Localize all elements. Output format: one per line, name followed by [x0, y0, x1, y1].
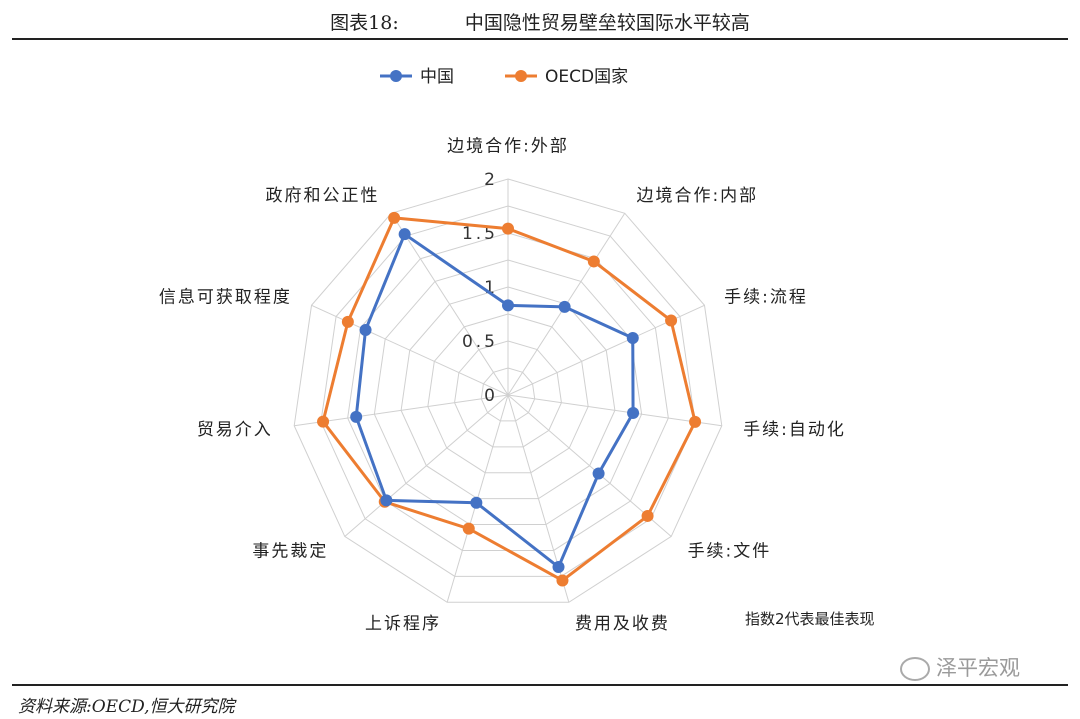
data-point [689, 415, 702, 428]
series-china [350, 228, 640, 574]
data-point [380, 494, 393, 507]
category-label: 政府和公正性 [266, 186, 380, 206]
grid-ring [454, 340, 562, 448]
data-point [462, 522, 475, 535]
grid-spoke [390, 213, 509, 396]
watermark-text: 泽平宏观 [936, 656, 1020, 680]
category-label: 边境合作:内部 [636, 186, 758, 206]
legend-label: 中国 [420, 67, 454, 87]
category-label: 信息可获取程度 [159, 287, 292, 307]
category-label: 手续:流程 [724, 287, 808, 307]
legend-label: OECD国家 [545, 67, 628, 87]
legend-swatch-marker [515, 70, 527, 82]
data-point [398, 228, 411, 241]
data-point [587, 255, 600, 268]
category-label: 费用及收费 [575, 614, 670, 634]
data-point [350, 410, 363, 423]
category-label: 边境合作:外部 [447, 136, 569, 156]
figure-title: 中国隐性贸易壁垒较国际水平较高 [464, 12, 750, 34]
grid-ring [373, 259, 643, 526]
data-point [388, 211, 401, 224]
watermark: 泽平宏观 [900, 652, 1020, 682]
grid-spoke [507, 394, 722, 427]
grid-ring [320, 205, 696, 577]
data-point [317, 415, 330, 428]
category-label: 事先裁定 [252, 542, 328, 562]
data-point [558, 300, 571, 313]
series-line [354, 232, 635, 569]
series-line [321, 216, 697, 582]
radial-tick-label: 0 [484, 386, 498, 406]
figure-number: 图表18: [330, 12, 399, 34]
category-label: 贸易介入 [197, 420, 273, 440]
category-label: 上诉程序 [365, 614, 441, 634]
data-point [502, 299, 514, 312]
radar-series [317, 211, 702, 587]
data-point [641, 509, 654, 522]
legend-item-china: 中国 [380, 67, 454, 87]
grid-ring [293, 178, 723, 603]
legend: 中国 OECD国家 [380, 67, 628, 87]
data-point [341, 315, 354, 328]
chart-note: 指数2代表最佳表现 [745, 610, 875, 628]
radial-tick-label: 2 [484, 170, 498, 190]
series-oecd [317, 211, 702, 587]
radial-tick-label: 0.5 [462, 332, 498, 352]
grid-spoke [344, 394, 509, 537]
grid-ring [480, 367, 536, 422]
data-point [552, 561, 565, 574]
category-label: 手续:文件 [688, 542, 772, 562]
radial-tick-label: 1 [484, 278, 498, 298]
source-note: 资料来源:OECD,恒大研究院 [18, 697, 235, 717]
bottom-rule [12, 684, 1068, 686]
data-point [627, 406, 640, 419]
legend-swatch-marker [390, 70, 402, 82]
grid-ring [400, 286, 616, 500]
data-point [359, 323, 372, 336]
legend-item-oecd: OECD国家 [505, 67, 628, 87]
data-point [592, 467, 605, 480]
figure-title-bar: 图表18: 中国隐性贸易壁垒较国际水平较高 [0, 8, 1080, 35]
top-rule [12, 38, 1068, 40]
data-point [665, 314, 678, 327]
data-point [470, 496, 483, 509]
wechat-icon [900, 657, 930, 681]
radial-tick-label: 1.5 [462, 224, 498, 244]
data-point [626, 332, 639, 345]
radial-tick-labels: 0 0.5 1 1.5 2 [462, 170, 498, 406]
grid-spoke [294, 394, 509, 427]
grid-ring [427, 313, 589, 474]
data-point [556, 574, 569, 587]
data-point [502, 222, 514, 235]
category-label: 手续:自动化 [743, 420, 846, 440]
